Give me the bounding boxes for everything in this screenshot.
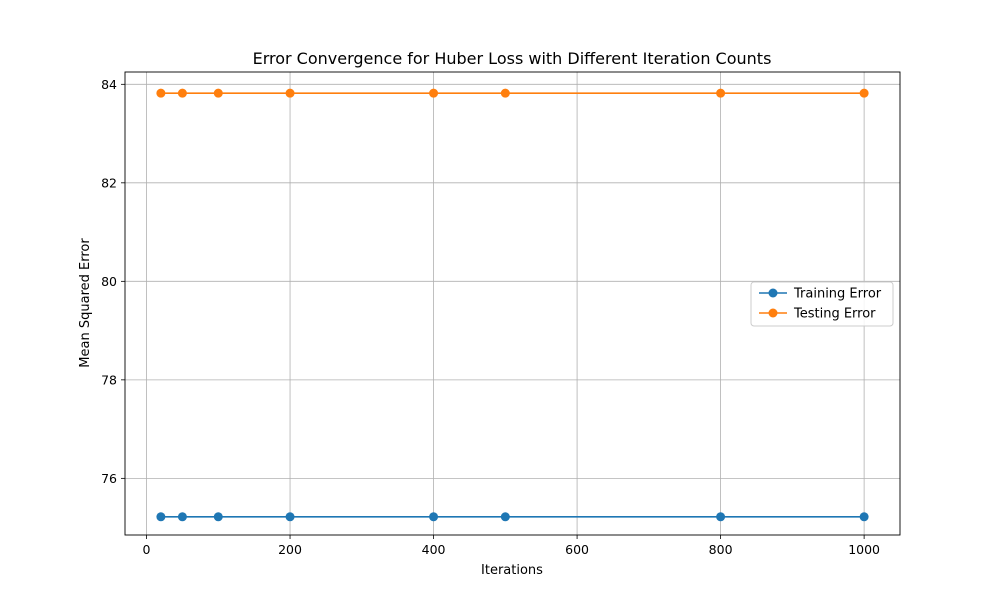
data-point — [500, 512, 510, 522]
x-tick-label: 200 — [278, 542, 302, 557]
legend-marker — [768, 308, 778, 318]
legend-label: Training Error — [793, 287, 882, 302]
axis-ticks: 0 200 400 600 800 1000 76 78 80 82 84 — [101, 77, 880, 557]
data-point — [859, 512, 869, 522]
data-point — [716, 88, 726, 98]
x-tick-label: 400 — [422, 542, 446, 557]
data-point — [213, 88, 223, 98]
y-tick-label: 80 — [101, 274, 117, 289]
y-tick-label: 78 — [101, 372, 117, 387]
chart-title: Error Convergence for Huber Loss with Di… — [253, 49, 772, 68]
data-point — [156, 512, 166, 522]
y-axis-label: Mean Squared Error — [78, 238, 93, 368]
data-point — [429, 512, 439, 522]
plot-area-frame — [124, 71, 901, 536]
data-point — [859, 88, 869, 98]
series-layer — [156, 88, 869, 522]
data-point — [177, 88, 187, 98]
legend-item: Training Error — [759, 287, 882, 302]
series-testing-error — [156, 88, 869, 98]
data-point — [716, 512, 726, 522]
data-point — [285, 88, 295, 98]
y-tick-label: 82 — [101, 175, 117, 190]
series-training-error — [156, 512, 869, 522]
data-point — [213, 512, 223, 522]
y-tick-label: 76 — [101, 471, 117, 486]
data-point — [429, 88, 439, 98]
data-point — [500, 88, 510, 98]
x-tick-label: 1000 — [848, 542, 880, 557]
data-point — [177, 512, 187, 522]
x-tick-label: 600 — [565, 542, 589, 557]
legend-item: Testing Error — [759, 307, 876, 322]
legend: Training Error Testing Error — [750, 281, 894, 327]
legend-marker — [768, 288, 778, 298]
x-tick-label: 0 — [143, 542, 151, 557]
data-point — [156, 88, 166, 98]
y-tick-label: 84 — [101, 77, 117, 92]
legend-label: Testing Error — [793, 307, 876, 322]
x-axis-label: Iterations — [481, 563, 543, 578]
grid — [125, 72, 900, 535]
x-tick-label: 800 — [709, 542, 733, 557]
data-point — [285, 512, 295, 522]
